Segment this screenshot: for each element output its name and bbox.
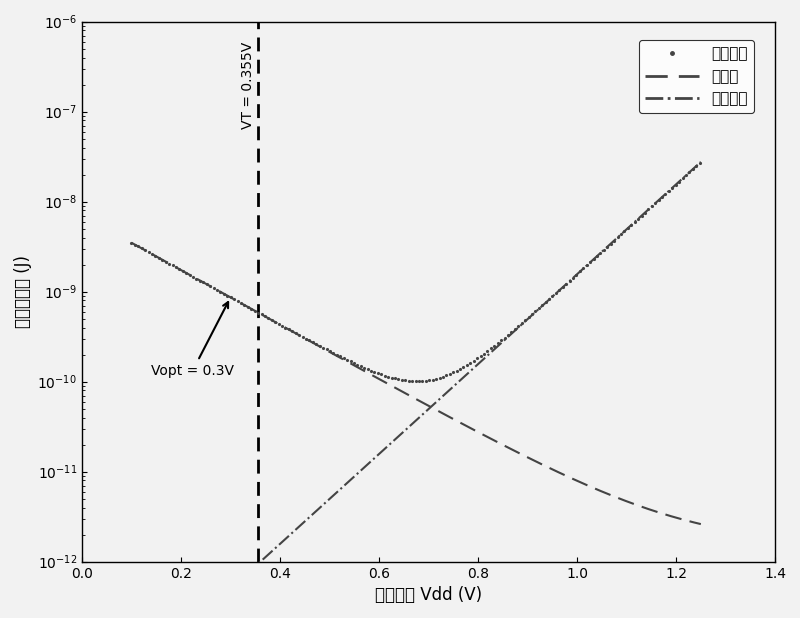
全部能耗 [412,378,422,385]
全部能耗 [683,169,693,177]
Y-axis label: 每操作能耗 (J): 每操作能耗 (J) [14,255,32,328]
X-axis label: 电源电压 Vdd (V): 电源电压 Vdd (V) [375,586,482,604]
全部能耗 [401,377,410,384]
全部能耗 [436,374,446,381]
Text: Vopt = 0.3V: Vopt = 0.3V [151,302,234,378]
Line: 全部能耗: 全部能耗 [130,160,702,383]
动态能耗 [434,396,444,403]
漏能耗 [401,389,410,397]
漏能耗 [397,387,406,395]
全部能耗 [126,239,136,247]
Legend: 全部能耗, 漏能耗, 动态能耗: 全部能耗, 漏能耗, 动态能耗 [639,40,754,112]
漏能耗 [594,486,603,494]
全部能耗 [397,376,406,384]
漏能耗 [466,425,475,432]
Line: 动态能耗: 动态能耗 [131,162,701,618]
全部能耗 [696,158,706,166]
漏能耗 [696,520,706,528]
动态能耗 [466,368,475,375]
全部能耗 [466,358,476,366]
漏能耗 [126,239,136,247]
漏能耗 [682,517,692,525]
动态能耗 [397,430,406,437]
全部能耗 [594,250,604,258]
Text: VT = 0.355V: VT = 0.355V [242,41,255,129]
动态能耗 [594,252,603,259]
动态能耗 [696,158,706,166]
漏能耗 [434,408,444,415]
Line: 漏能耗: 漏能耗 [131,243,701,524]
动态能耗 [682,171,692,178]
动态能耗 [401,426,410,434]
